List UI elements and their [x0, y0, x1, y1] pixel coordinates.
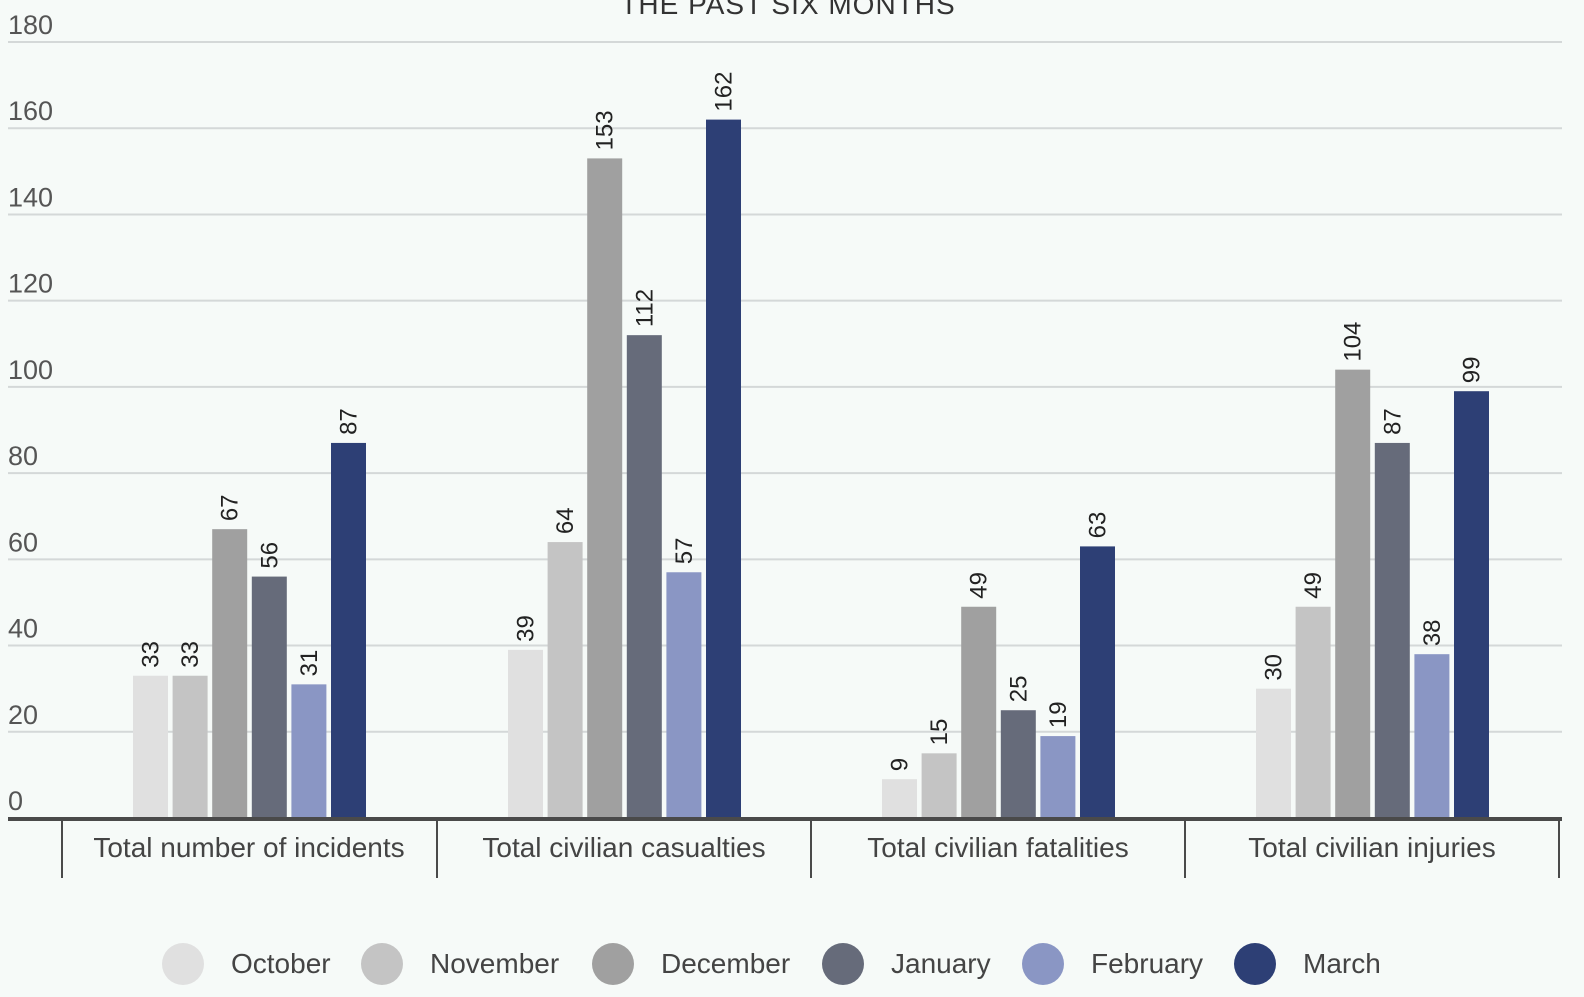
bar: [1414, 654, 1450, 818]
data-label: 33: [138, 641, 165, 668]
bar: [921, 753, 957, 818]
y-tick-label: 180: [8, 10, 53, 40]
x-tick-label: Total number of incidents: [93, 832, 404, 863]
data-label: 9: [887, 758, 914, 771]
bar: [1256, 688, 1291, 818]
bar: [666, 572, 702, 818]
legend-label: November: [430, 948, 559, 979]
legend-swatch: [1234, 943, 1276, 985]
chart-title: THE PAST SIX MONTHS: [620, 0, 955, 20]
bar: [706, 119, 741, 819]
data-label: 38: [1419, 619, 1446, 646]
data-label: 33: [177, 641, 204, 668]
bar: [587, 158, 623, 818]
y-tick-label: 60: [8, 527, 38, 557]
data-label: 104: [1340, 322, 1367, 362]
bar: [212, 529, 248, 818]
bar: [508, 649, 543, 818]
legend-label: February: [1091, 948, 1203, 979]
bar: [1295, 606, 1331, 818]
data-label: 57: [671, 538, 698, 565]
data-label: 67: [217, 494, 244, 521]
bar: [1000, 710, 1036, 818]
x-axis: Total number of incidents Total civilian …: [8, 817, 1562, 878]
legend-swatch: [1022, 943, 1064, 985]
legend-label: October: [231, 948, 331, 979]
y-tick-label: 80: [8, 441, 38, 471]
bar: [331, 442, 366, 818]
legend-label: December: [661, 948, 790, 979]
data-label: 49: [966, 572, 993, 599]
data-label: 63: [1085, 512, 1112, 539]
y-tick-label: 160: [8, 96, 53, 126]
y-tick-label: 140: [8, 182, 53, 212]
legend-label: January: [891, 948, 991, 979]
bar: [133, 675, 168, 818]
bar: [882, 779, 917, 818]
data-label: 64: [552, 507, 579, 534]
data-label: 31: [296, 650, 323, 677]
data-label: 87: [336, 408, 363, 435]
data-label: 87: [1379, 408, 1406, 435]
data-label: 112: [631, 289, 658, 327]
x-tick-label: Total civilian casualties: [482, 832, 765, 863]
y-tick-label: 100: [8, 355, 53, 385]
data-label: 19: [1045, 701, 1072, 728]
data-label: 15: [926, 719, 953, 746]
data-label: 56: [256, 542, 283, 569]
bar: [291, 684, 327, 818]
data-label: 153: [592, 110, 619, 150]
bar: [1080, 546, 1115, 818]
data-label: 99: [1459, 356, 1486, 383]
bar: [1454, 391, 1489, 818]
legend-swatch: [361, 943, 403, 985]
legend-swatch: [822, 943, 864, 985]
data-label: 49: [1300, 572, 1327, 599]
bar: [172, 675, 208, 818]
bar: [626, 335, 662, 818]
bar: [1335, 369, 1371, 818]
bars: 33 33 67 56 31 87 39 64 153 112 57 162 9 15 49 25 19 63 30…: [133, 72, 1489, 819]
x-tick-label: Total civilian injuries: [1248, 832, 1495, 863]
bar: [547, 542, 583, 818]
legend-swatch: [162, 943, 204, 985]
x-tick-label: Total civilian fatalities: [867, 832, 1128, 863]
y-tick-label: 120: [8, 269, 53, 299]
bar: [961, 606, 997, 818]
data-label: 30: [1261, 654, 1288, 681]
bar: [1374, 442, 1410, 818]
y-tick-label: 0: [8, 786, 23, 816]
bar: [1040, 736, 1076, 818]
legend-swatch: [592, 943, 634, 985]
data-label: 39: [513, 615, 540, 642]
legend: October November December January February Ma…: [162, 943, 1381, 985]
bar: [251, 576, 287, 818]
grid: 0 20 40 60 80 100 120 140 160 180: [8, 10, 1562, 816]
y-tick-label: 40: [8, 614, 38, 644]
data-label: 162: [711, 72, 738, 112]
legend-label: March: [1303, 948, 1381, 979]
data-label: 25: [1005, 676, 1032, 703]
y-tick-label: 20: [8, 700, 38, 730]
